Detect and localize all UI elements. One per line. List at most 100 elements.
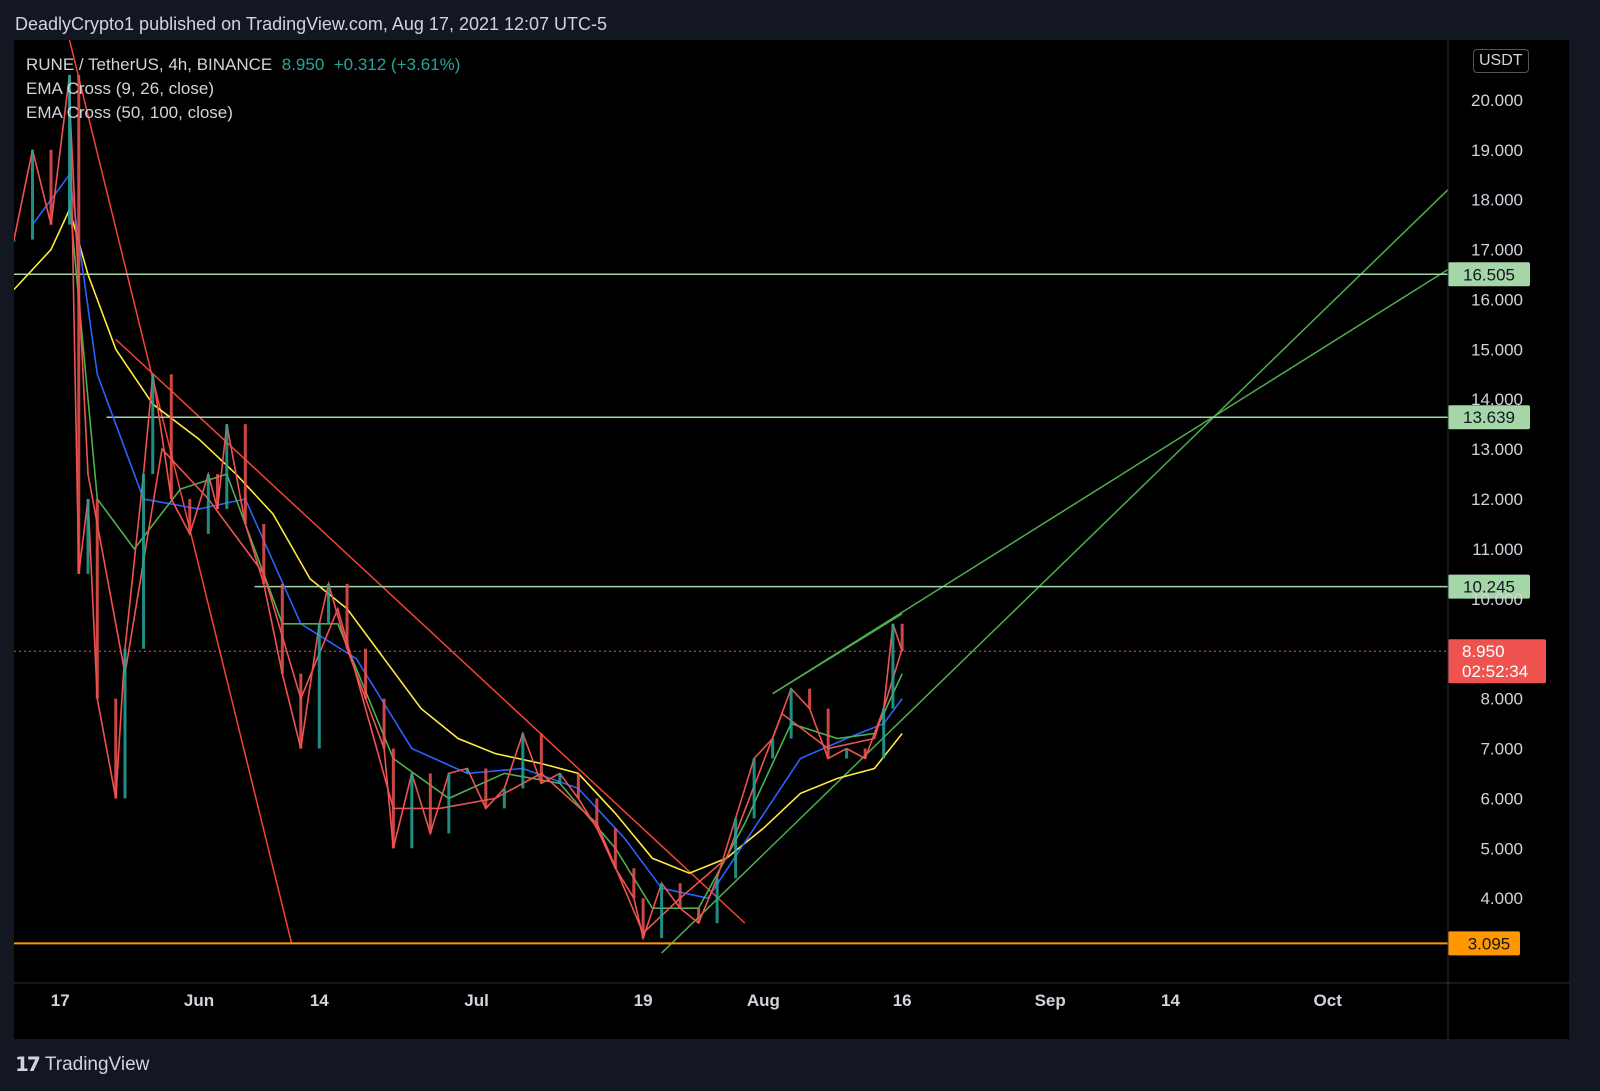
price-point [68, 74, 72, 225]
x-tick-label: 17 [51, 991, 70, 1010]
level-label-bg [1448, 574, 1530, 599]
price-point [77, 74, 81, 574]
price-point [95, 499, 99, 699]
legend-symbol: RUNE / TetherUS, 4h, BINANCE [26, 55, 273, 74]
publication-attribution: DeadlyCrypto1 published on TradingView.c… [15, 14, 608, 34]
price-point [327, 583, 331, 624]
price-point [345, 583, 349, 649]
footer: 𝟭𝟳 TradingView [15, 1052, 149, 1077]
price-point [678, 883, 682, 909]
y-tick-label: 10.000 [1471, 590, 1523, 609]
price-point [613, 828, 617, 869]
price-point [428, 773, 432, 834]
footer-brand: TradingView [44, 1053, 150, 1075]
price-point [900, 623, 904, 652]
legend-ema-50-100[interactable]: EMA Cross (50, 100, close) [26, 103, 233, 122]
price-point [660, 883, 664, 939]
price-point [484, 768, 488, 809]
y-tick-label: 20.000 [1471, 91, 1523, 110]
price-point [789, 688, 793, 739]
y-tick-label: 19.000 [1471, 141, 1523, 160]
x-tick-label: 14 [310, 991, 329, 1010]
price-point [169, 374, 173, 500]
legend-ema-9-26[interactable]: EMA Cross (9, 26, close) [26, 79, 215, 98]
price-point [539, 733, 543, 784]
price-point [447, 773, 451, 834]
legend-symbol-row: RUNE / TetherUS, 4h, BINANCE 8.950 +0.31… [26, 55, 460, 75]
chart-panel[interactable]: 16.505 13.639 10.245 3.095 8.950 02:52:34 4.0… [14, 40, 1569, 1039]
price-point [151, 374, 155, 475]
level-label-bg [1448, 931, 1520, 956]
current-price-label: 8.950 [1462, 642, 1505, 661]
currency-badge[interactable]: USDT [1473, 49, 1529, 73]
y-tick-label: 5.000 [1480, 839, 1523, 858]
price-layer [14, 74, 904, 942]
price-point [410, 773, 414, 849]
price-point [86, 499, 90, 574]
price-point [216, 474, 220, 510]
price-point [891, 623, 895, 709]
x-tick-label: 14 [1161, 991, 1180, 1010]
price-point [123, 648, 127, 799]
price-point [280, 583, 284, 674]
price-point [845, 748, 849, 759]
y-tick-label: 7.000 [1480, 739, 1523, 758]
price-point [299, 673, 303, 749]
y-tick-label: 11.000 [1472, 540, 1523, 559]
y-tick-label: 8.000 [1480, 690, 1523, 709]
price-point [863, 748, 867, 759]
y-tick-label: 4.000 [1480, 889, 1523, 908]
level-label: 13.639 [1463, 408, 1515, 427]
price-point [364, 648, 368, 699]
price-point [595, 798, 599, 829]
price-point [697, 908, 701, 924]
price-point [49, 149, 53, 225]
price-point [206, 474, 210, 534]
price-point [465, 768, 469, 774]
x-tick-label: 16 [893, 991, 912, 1010]
price-point [771, 738, 775, 759]
trendline [115, 338, 746, 924]
y-tick-label: 6.000 [1480, 789, 1523, 808]
price-point [521, 733, 525, 789]
x-tick-label: 19 [634, 991, 653, 1010]
trendline [772, 613, 903, 695]
trendline [68, 40, 293, 944]
price-point [558, 773, 562, 784]
y-tick-label: 14.000 [1471, 390, 1523, 409]
price-point [576, 773, 580, 799]
price-point [391, 748, 395, 849]
level-label-bg [1448, 262, 1530, 287]
price-point [14, 239, 16, 242]
tradingview-logo-icon: 𝟭𝟳 [15, 1054, 41, 1076]
trendlines-layer [68, 40, 1449, 954]
price-point [641, 898, 645, 939]
price-point [262, 523, 266, 584]
price-point [188, 499, 192, 534]
y-tick-label: 12.000 [1471, 490, 1523, 509]
price-point [114, 698, 118, 799]
x-tick-label: Oct [1314, 991, 1343, 1010]
price-point [808, 688, 812, 709]
y-tick-label: 16.000 [1471, 290, 1523, 309]
price-line [14, 74, 903, 942]
price-point [243, 424, 247, 524]
price-point [752, 758, 756, 819]
price-point [382, 698, 386, 749]
y-tick-label: 13.000 [1471, 440, 1523, 459]
level-label-bg [1448, 405, 1530, 430]
y-tick-label: 15.000 [1471, 340, 1523, 359]
price-point [31, 149, 35, 240]
legend-change: +0.312 (+3.61%) [333, 55, 461, 74]
level-label: 10.245 [1463, 578, 1515, 597]
ema-layer [14, 99, 903, 935]
level-label: 16.505 [1463, 265, 1515, 284]
y-tick-label: 18.000 [1471, 191, 1523, 210]
price-point [734, 818, 738, 879]
price-point [882, 708, 886, 759]
price-point [715, 878, 719, 924]
price-point [225, 424, 229, 510]
current-price-badge [1448, 639, 1546, 684]
